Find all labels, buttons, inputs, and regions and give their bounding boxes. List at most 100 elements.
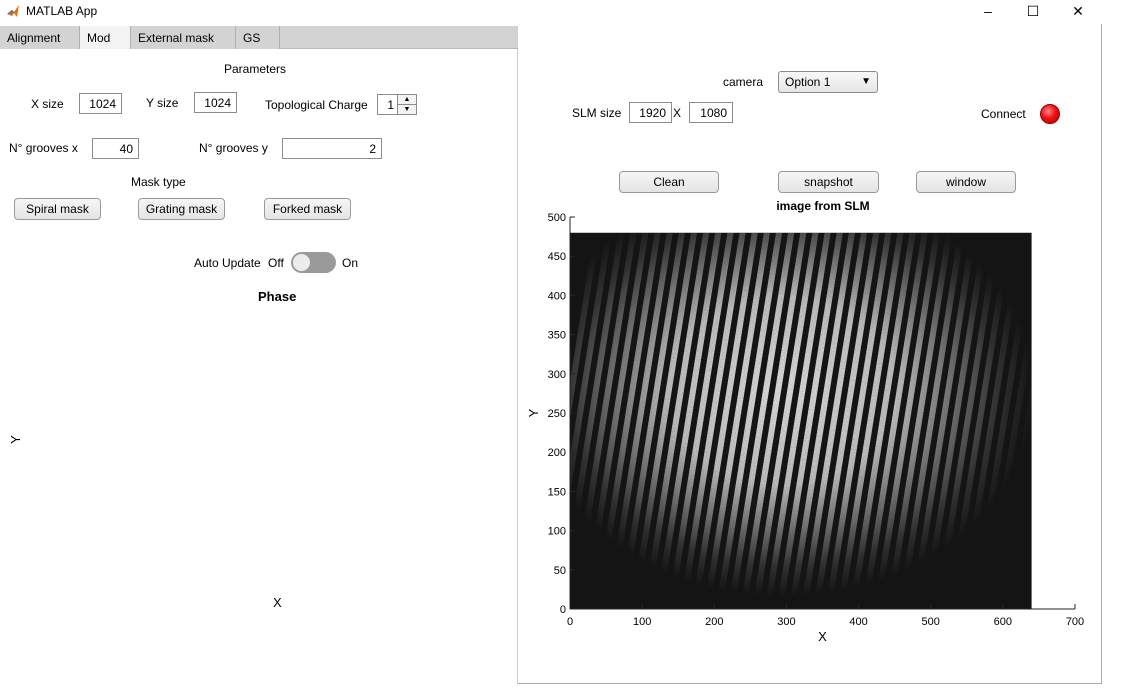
fringe-stripe [582,232,649,609]
fringe-stripe [898,232,965,609]
connection-status-lamp [1040,104,1060,124]
fringe-stripe [910,232,977,609]
background-window-strip [1102,0,1131,689]
topological-charge-field[interactable] [377,94,398,115]
close-icon: ✕ [1072,2,1084,19]
fringe-stripe [679,232,746,609]
fringe-stripe [1080,233,1100,609]
slm-height-field[interactable] [689,102,733,123]
maximize-icon: ☐ [1026,2,1040,19]
y-tick-label: 0 [560,604,566,616]
toggle-off-label: Off [268,256,284,270]
forked-mask-button[interactable]: Forked mask [264,198,351,220]
slm-image [570,232,1100,609]
grooves-x-field[interactable] [92,138,139,159]
slm-size-label: SLM size [572,106,622,120]
minimize-icon: – [984,3,992,19]
fringe-stripe [594,232,661,609]
grating-mask-button[interactable]: Grating mask [138,198,225,220]
snapshot-button[interactable]: snapshot [778,171,879,193]
phase-plot-ylabel: Y [7,435,23,444]
fringe-stripe [752,232,819,609]
grooves-y-field[interactable] [282,138,382,159]
fringe-stripe [873,232,941,609]
fringe-stripe [1068,233,1100,609]
y-size-field[interactable] [194,92,237,113]
tab-alignment[interactable]: Alignment [0,26,80,49]
y-tick-label: 200 [548,447,566,459]
clean-button[interactable]: Clean [619,171,719,193]
x-size-label: X size [31,97,64,111]
auto-update-toggle[interactable] [291,252,336,273]
y-tick-label: 300 [548,369,566,381]
fringe-stripe [570,232,625,572]
tab-external-mask[interactable]: External mask [131,26,236,49]
fringe-stripe [825,232,892,609]
minimize-button[interactable]: – [965,0,1011,22]
x-tick-label: 400 [849,616,867,628]
fringe-stripe [630,232,698,609]
x-tick-label: 100 [633,616,651,628]
fringe-stripe [715,232,783,609]
slm-plot-xlabel: X [818,629,827,644]
fringe-stripe [776,232,843,609]
y-tick-label: 250 [548,408,566,420]
maximize-button[interactable]: ☐ [1010,0,1056,22]
mod-panel [0,49,518,684]
parameters-heading: Parameters [224,62,287,76]
fringe-stripe [970,232,1032,609]
x-tick-label: 700 [1066,616,1084,628]
y-tick-label: 350 [548,330,566,342]
fringe-stripe [1044,233,1100,609]
x-tick-label: 600 [994,616,1012,628]
window-button[interactable]: window [916,171,1016,193]
y-tick-label: 100 [548,526,566,538]
close-button[interactable]: ✕ [1055,0,1101,22]
fringe-stripe [703,232,770,609]
fringe-stripe [740,232,807,609]
fringe-stripe [800,232,868,609]
fringe-stripe [570,232,612,496]
fringe-stripe [655,232,722,609]
y-tick-label: 500 [548,212,566,224]
matlab-icon [7,5,19,17]
auto-update-label: Auto Update [194,256,261,270]
topological-charge-label: Topological Charge [265,98,368,112]
fringe-stripe [727,232,795,609]
fringe-stripe [946,232,1013,609]
fringe-stripe [764,232,831,609]
title-bar: MATLAB App – ☐ ✕ [0,0,1102,24]
topological-charge-stepper[interactable]: ▲ ▼ [397,94,417,115]
x-tick-label: 0 [567,616,573,628]
camera-label: camera [723,75,764,89]
slm-width-field[interactable] [629,102,672,123]
fringe-stripe [1032,233,1098,609]
chevron-down-icon[interactable]: ▼ [403,105,411,113]
slm-plot-ylabel: Y [526,408,541,417]
fringe-stripe [983,305,1032,609]
camera-dropdown[interactable]: Option 1 ▼ [778,71,878,93]
tab-mod[interactable]: Mod [80,26,131,50]
fringe-stripe [1056,233,1100,609]
window-title: MATLAB App [26,4,98,18]
fringe-stripe [642,232,710,609]
toggle-knob[interactable] [293,254,310,271]
fringe-stripe [691,232,758,609]
x-size-field[interactable] [79,93,122,114]
chevron-up-icon[interactable]: ▲ [398,95,416,105]
slm-image-plot: 0 100 200 300 400 500 600 700 0 50 100 150 200 250 300… [526,212,1100,644]
fringe-stripe [922,232,989,609]
fringe-stripe [618,232,685,609]
dropdown-arrow-icon: ▼ [861,76,871,87]
connect-label: Connect [981,107,1026,121]
spiral-mask-button[interactable]: Spiral mask [14,198,101,220]
y-tick-label: 50 [554,565,566,577]
toggle-on-label: On [342,256,359,270]
slm-times-label: X [673,106,682,120]
x-tick-label: 500 [922,616,940,628]
tab-gs[interactable]: GS [236,26,280,49]
y-tick-label: 450 [548,251,566,263]
fringe-stripe [934,232,1001,609]
phase-plot-title: Phase [258,289,297,304]
fringe-stripe [837,232,904,609]
